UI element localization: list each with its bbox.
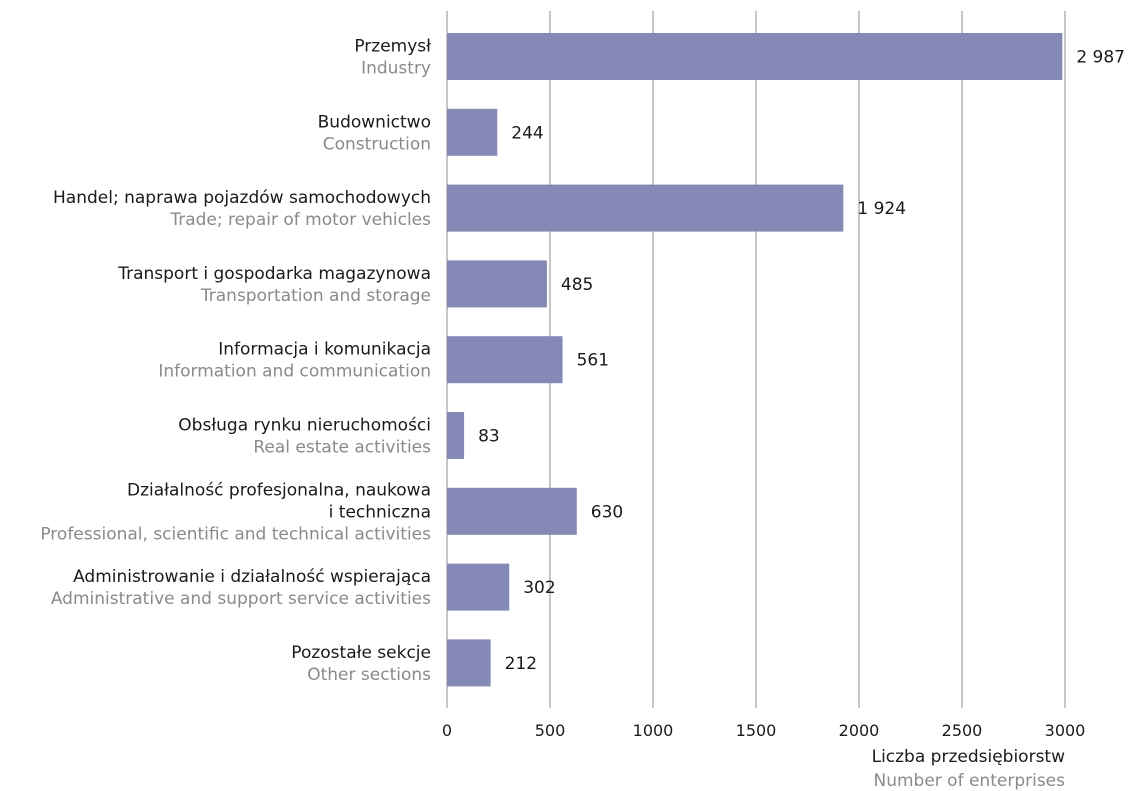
x-tick-label: 2500: [942, 721, 983, 740]
bar: [447, 563, 510, 611]
x-tick-label: 1000: [633, 721, 674, 740]
category-label-en: Construction: [323, 134, 431, 154]
bar: [447, 639, 491, 687]
category-label-pl: Transport i gospodarka magazynowa: [117, 264, 431, 284]
category-label-en: Trade; repair of motor vehicles: [169, 210, 431, 230]
bar: [447, 108, 498, 156]
bar: [447, 336, 563, 384]
category-label-en: Professional, scientific and technical a…: [40, 524, 431, 544]
category-label-en: Industry: [361, 59, 431, 79]
data-label: 244: [511, 123, 543, 143]
category-label-pl: Informacja i komunikacja: [218, 340, 431, 360]
category-label-en: Administrative and support service activ…: [51, 589, 431, 609]
bar: [447, 184, 844, 232]
data-label: 2 987: [1076, 48, 1125, 68]
x-axis-title-pl: Liczba przedsiębiorstw: [872, 747, 1065, 767]
category-label-pl: Handel; naprawa pojazdów samochodowych: [53, 188, 431, 208]
data-label: 302: [523, 578, 555, 598]
category-label-pl: Budownictwo: [318, 112, 431, 132]
data-label: 1 924: [857, 199, 906, 219]
data-label: 485: [561, 275, 593, 295]
category-label-pl: Działalność profesjonalna, naukowa: [127, 480, 431, 500]
bar: [447, 260, 547, 308]
x-axis-title: Liczba przedsiębiorstw Number of enterpr…: [872, 747, 1066, 791]
category-label-pl: Obsługa rynku nieruchomości: [178, 416, 431, 436]
category-label-en: Real estate activities: [253, 438, 431, 458]
category-label-pl: i techniczna: [329, 502, 431, 522]
bar: [447, 33, 1063, 80]
x-tick-label: 3000: [1045, 721, 1086, 740]
data-label: 83: [478, 427, 500, 447]
data-label: 212: [505, 654, 537, 674]
category-label-pl: Administrowanie i działalność wspierając…: [73, 567, 431, 587]
value-labels: 2 987 244 1 924 485 561 83 630 302 212: [478, 48, 1125, 674]
data-label: 561: [577, 351, 609, 371]
category-label-en: Transportation and storage: [200, 286, 431, 306]
x-tick-label: 1500: [736, 721, 777, 740]
bars: [447, 33, 1063, 687]
x-tick-label: 0: [442, 721, 452, 740]
data-label: 630: [591, 502, 623, 522]
grid-lines: [446, 11, 1066, 708]
bar: [447, 412, 465, 459]
x-tick-label: 2000: [839, 721, 880, 740]
x-tick-labels: 0 500 1000 1500 2000 2500 3000: [442, 721, 1085, 740]
x-tick-label: 500: [535, 721, 566, 740]
x-axis-title-en: Number of enterprises: [873, 771, 1065, 791]
category-label-pl: Pozostałe sekcje: [291, 643, 431, 663]
category-label-en: Other sections: [307, 665, 431, 685]
category-label-en: Information and communication: [158, 362, 431, 382]
category-label-pl: Przemysł: [354, 37, 431, 57]
bar: [447, 487, 577, 535]
